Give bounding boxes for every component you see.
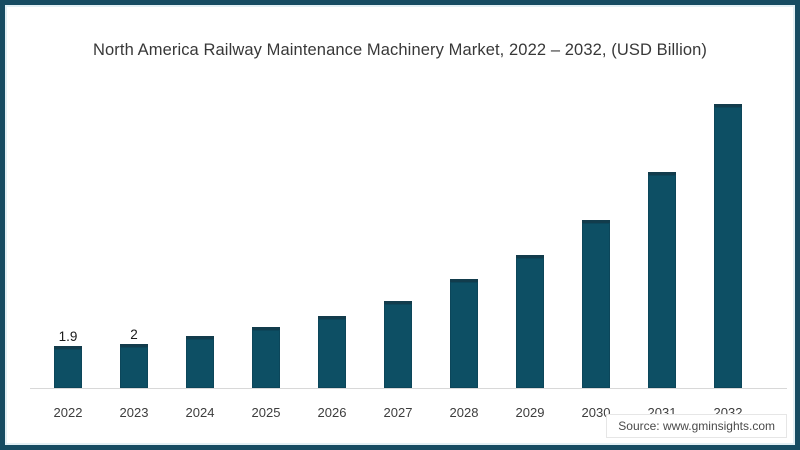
bars-container: 1.9 2 — [35, 93, 761, 388]
data-label-2023: 2 — [130, 326, 138, 342]
data-label-2022: 1.9 — [58, 328, 78, 344]
bar-slot-2025 — [233, 93, 299, 388]
bar-slot-2027 — [365, 93, 431, 388]
chart-title: North America Railway Maintenance Machin… — [93, 41, 707, 59]
x-tick-2024: 2024 — [185, 405, 215, 420]
bar-2030 — [582, 220, 610, 388]
x-tick-2026: 2026 — [317, 405, 347, 420]
x-tick-2030: 2030 — [581, 405, 611, 420]
x-tick-2028: 2028 — [449, 405, 479, 420]
x-tick-2029: 2029 — [515, 405, 545, 420]
bar-slot-2024 — [167, 93, 233, 388]
bar-slot-2026 — [299, 93, 365, 388]
x-tick-2027: 2027 — [383, 405, 413, 420]
source-attribution: Source: www.gminsights.com — [606, 414, 787, 438]
bar-2029 — [516, 255, 544, 388]
bar-2031 — [648, 172, 676, 388]
bar-slot-2031 — [629, 93, 695, 388]
bar-2025 — [252, 327, 280, 388]
bar-2023 — [120, 344, 148, 388]
bar-2026 — [318, 316, 346, 388]
source-text: Source: www.gminsights.com — [618, 419, 775, 433]
bar-slot-2028 — [431, 93, 497, 388]
x-tick-2023: 2023 — [119, 405, 149, 420]
bar-2022 — [54, 346, 82, 388]
bar-2032 — [714, 104, 742, 388]
x-tick-2022: 2022 — [53, 405, 83, 420]
bar-slot-2030 — [563, 93, 629, 388]
bar-slot-2023: 2 — [101, 93, 167, 388]
bar-slot-2022: 1.9 — [35, 93, 101, 388]
bar-2024 — [186, 336, 214, 388]
bar-2027 — [384, 301, 412, 388]
bar-slot-2029 — [497, 93, 563, 388]
x-axis-line — [30, 388, 787, 389]
bar-2028 — [450, 279, 478, 388]
plot-area: 1.9 2 — [30, 93, 787, 389]
bar-slot-2032 — [695, 93, 761, 388]
x-tick-2025: 2025 — [251, 405, 281, 420]
